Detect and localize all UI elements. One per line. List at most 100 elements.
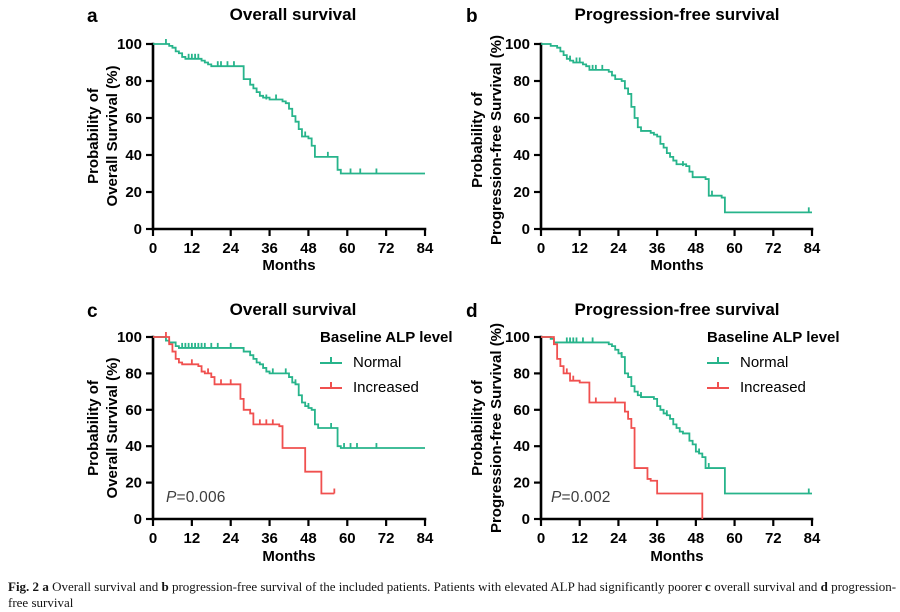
y-axis-label-d-line2: Progression-free Survival (%)	[488, 322, 505, 534]
svg-text:48: 48	[688, 530, 705, 547]
legend-label: Normal	[740, 354, 789, 371]
svg-text:40: 40	[513, 147, 530, 164]
legend-title: Baseline ALP level	[320, 329, 453, 346]
panel-letter-c: c	[87, 301, 98, 322]
svg-text:0: 0	[522, 511, 530, 528]
legend-label: Normal	[353, 354, 402, 371]
y-axis-label-a: Probability of Overall Survival (%)	[84, 23, 122, 249]
svg-text:60: 60	[125, 402, 142, 419]
svg-text:60: 60	[125, 110, 142, 127]
svg-text:0: 0	[149, 240, 157, 257]
caption-text-segment: progression-free survival of the include…	[168, 579, 706, 594]
y-axis-label-c-line1: Probability of	[85, 380, 102, 476]
svg-text:60: 60	[513, 402, 530, 419]
svg-text:36: 36	[649, 240, 666, 257]
p-value-d-number: =0.002	[561, 489, 611, 506]
legend-label: Increased	[740, 379, 806, 396]
legend-baseline-alp-c: Baseline ALP level Normal Increased	[320, 330, 453, 396]
svg-text:36: 36	[261, 530, 278, 547]
svg-text:24: 24	[610, 240, 627, 257]
svg-text:12: 12	[571, 530, 588, 547]
svg-text:100: 100	[505, 36, 530, 53]
legend-title: Baseline ALP level	[707, 329, 840, 346]
y-axis-label-b-line1: Probability of	[469, 92, 486, 188]
legend-label: Increased	[353, 379, 419, 396]
panel-title-b: Progression-free survival	[574, 5, 780, 24]
caption-bold-segment: c	[705, 579, 711, 594]
svg-text:84: 84	[804, 240, 821, 257]
x-axis-label-c: Months	[262, 548, 316, 565]
svg-text:84: 84	[417, 530, 434, 547]
svg-text:0: 0	[537, 530, 545, 547]
svg-text:60: 60	[726, 530, 743, 547]
svg-text:12: 12	[184, 530, 201, 547]
panel-letter-b: b	[466, 6, 478, 27]
svg-text:12: 12	[571, 240, 588, 257]
y-axis-label-b-line2: Progression-free Survival (%)	[488, 34, 505, 246]
y-axis-label-d-line1: Probability of	[469, 380, 486, 476]
p-value-c: P=0.006	[166, 489, 226, 507]
svg-text:48: 48	[688, 240, 705, 257]
svg-text:84: 84	[804, 530, 821, 547]
svg-text:40: 40	[125, 438, 142, 455]
legend-baseline-alp-d: Baseline ALP level Normal Increased	[707, 330, 840, 396]
caption-bold-segment: b	[161, 579, 169, 594]
x-axis-label-d: Months	[650, 548, 704, 565]
legend-swatch	[320, 381, 342, 389]
svg-text:60: 60	[726, 240, 743, 257]
x-axis-label-a: Months	[262, 257, 316, 274]
svg-text:36: 36	[649, 530, 666, 547]
svg-text:72: 72	[378, 530, 395, 547]
panel-title-c: Overall survival	[229, 300, 357, 319]
caption-bold-segment: a	[42, 579, 49, 594]
legend-row-increased: Increased	[320, 379, 453, 396]
svg-text:20: 20	[125, 184, 142, 201]
y-axis-label-d: Probability of Progression-free Survival…	[468, 303, 506, 553]
p-value-d-symbol: P	[551, 489, 562, 506]
caption-bold-segment: d	[820, 579, 828, 594]
y-axis-label-c-line2: Overall Survival (%)	[104, 357, 121, 499]
legend-swatch	[320, 356, 342, 364]
svg-text:84: 84	[417, 240, 434, 257]
legend-swatch	[707, 356, 729, 364]
caption-text-segment: progression-free survival	[8, 579, 897, 610]
y-axis-label-b: Probability of Progression-free Survival…	[468, 15, 506, 265]
y-axis-label-c: Probability of Overall Survival (%)	[84, 315, 122, 541]
panel-title-a: Overall survival	[229, 5, 357, 24]
caption-text-segment: Overall survival and	[48, 579, 162, 594]
svg-text:24: 24	[222, 530, 239, 547]
y-axis-label-a-line1: Probability of	[85, 88, 102, 184]
legend-row-normal: Normal	[707, 354, 840, 371]
legend-row-normal: Normal	[320, 354, 453, 371]
svg-text:80: 80	[513, 365, 530, 382]
legend-swatch	[707, 381, 729, 389]
caption-text-segment: overall survival and	[710, 579, 821, 594]
svg-text:0: 0	[537, 240, 545, 257]
svg-text:80: 80	[125, 73, 142, 90]
panel-letter-d: d	[466, 301, 478, 322]
svg-text:72: 72	[378, 240, 395, 257]
p-value-d: P=0.002	[551, 489, 611, 507]
svg-text:0: 0	[522, 221, 530, 238]
svg-text:100: 100	[117, 329, 142, 346]
svg-text:48: 48	[300, 240, 317, 257]
figure-caption: Fig. 2 a Overall survival and b progress…	[8, 579, 897, 611]
svg-text:100: 100	[505, 329, 530, 346]
svg-text:80: 80	[513, 73, 530, 90]
svg-text:60: 60	[339, 530, 356, 547]
svg-text:20: 20	[513, 184, 530, 201]
legend-row-increased: Increased	[707, 379, 840, 396]
svg-text:20: 20	[125, 475, 142, 492]
svg-text:72: 72	[765, 240, 782, 257]
x-axis-label-b: Months	[650, 257, 704, 274]
svg-text:72: 72	[765, 530, 782, 547]
svg-text:24: 24	[610, 530, 627, 547]
p-value-c-symbol: P	[166, 489, 177, 506]
p-value-c-number: =0.006	[176, 489, 226, 506]
svg-text:60: 60	[339, 240, 356, 257]
svg-text:48: 48	[300, 530, 317, 547]
svg-text:40: 40	[125, 147, 142, 164]
svg-text:100: 100	[117, 36, 142, 53]
